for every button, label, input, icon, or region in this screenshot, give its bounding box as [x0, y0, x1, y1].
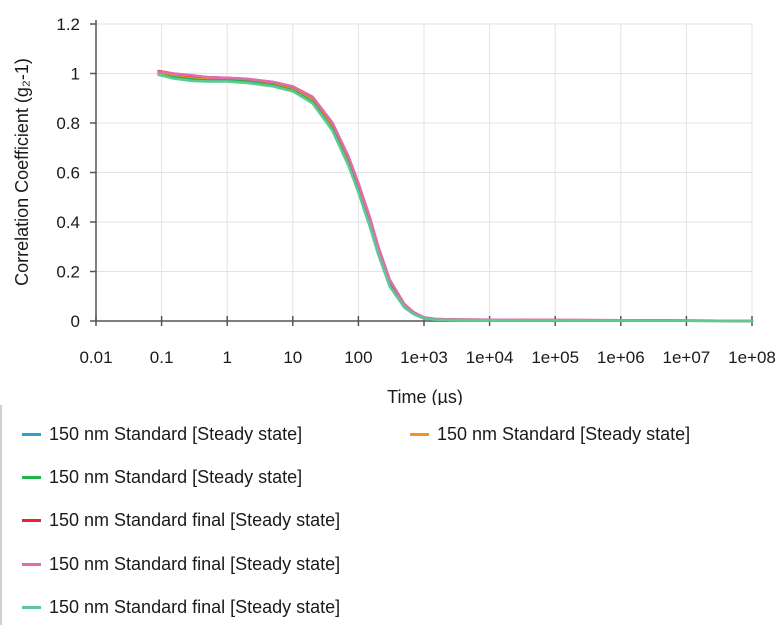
x-tick-label: 1	[222, 348, 231, 367]
legend: 150 nm Standard [Steady state] 150 nm Sta…	[0, 405, 783, 625]
legend-item-3[interactable]: 150 nm Standard [Steady state]	[22, 467, 302, 488]
legend-label: 150 nm Standard final [Steady state]	[49, 597, 341, 617]
x-tick-label: 1e+06	[597, 348, 645, 367]
x-tick-label: 0.1	[150, 348, 174, 367]
series-line-4	[157, 69, 754, 323]
x-tick-label: 1e+04	[466, 348, 514, 367]
legend-item-5[interactable]: 150 nm Standard final [Steady state]	[22, 554, 340, 575]
tick-labels: 0.01 0.1 1 10 100 1e+03 1e+04 1e+05 1e+06 1e+07 1e…	[56, 15, 776, 367]
y-tick-label: 0.2	[56, 263, 80, 282]
x-tick-label: 1e+07	[663, 348, 711, 367]
legend-label: 150 nm Standard final [Steady state]	[49, 510, 341, 530]
y-tick-label: 1.2	[56, 15, 80, 34]
series-line-6	[157, 73, 754, 323]
dls-correlation-chart: 0.01 0.1 1 10 100 1e+03 1e+04 1e+05 1e+06 1e+07 1e…	[12, 15, 776, 405]
y-tick-label: 0	[71, 312, 80, 331]
series-line-5	[157, 70, 754, 323]
x-tick-label: 1e+05	[531, 348, 579, 367]
series-line-1	[157, 72, 754, 323]
x-tick-label: 10	[283, 348, 302, 367]
legend-item-6[interactable]: 150 nm Standard final [Steady state]	[22, 597, 340, 618]
legend-swatch	[22, 476, 41, 479]
y-tick-label: 0.4	[56, 213, 80, 232]
legend-swatch	[22, 519, 41, 522]
y-axis-title: Correlation Coefficient (g₂-1)	[12, 58, 32, 286]
legend-item-4[interactable]: 150 nm Standard final [Steady state]	[22, 510, 340, 531]
legend-label: 150 nm Standard [Steady state]	[49, 424, 303, 444]
x-axis-title: Time (µs)	[387, 387, 463, 405]
legend-item-1[interactable]: 150 nm Standard [Steady state]	[22, 424, 302, 445]
y-tick-label: 1	[71, 65, 80, 84]
x-tick-label: 100	[344, 348, 372, 367]
legend-item-2[interactable]: 150 nm Standard [Steady state]	[410, 424, 690, 445]
y-tick-label: 0.6	[56, 164, 80, 183]
legend-swatch	[22, 563, 41, 566]
y-tick-label: 0.8	[56, 114, 80, 133]
grid	[95, 23, 753, 322]
legend-label: 150 nm Standard [Steady state]	[49, 467, 303, 487]
legend-label: 150 nm Standard [Steady state]	[437, 424, 691, 444]
series-line-2	[157, 70, 754, 323]
legend-label: 150 nm Standard final [Steady state]	[49, 554, 341, 574]
x-tick-label: 1e+03	[400, 348, 448, 367]
legend-swatch	[410, 433, 429, 436]
legend-swatch	[22, 433, 41, 436]
legend-swatch	[22, 606, 41, 609]
x-tick-label: 0.01	[79, 348, 112, 367]
x-tick-label: 1e+08	[728, 348, 776, 367]
series-lines	[157, 69, 754, 323]
series-line-3	[157, 73, 754, 323]
